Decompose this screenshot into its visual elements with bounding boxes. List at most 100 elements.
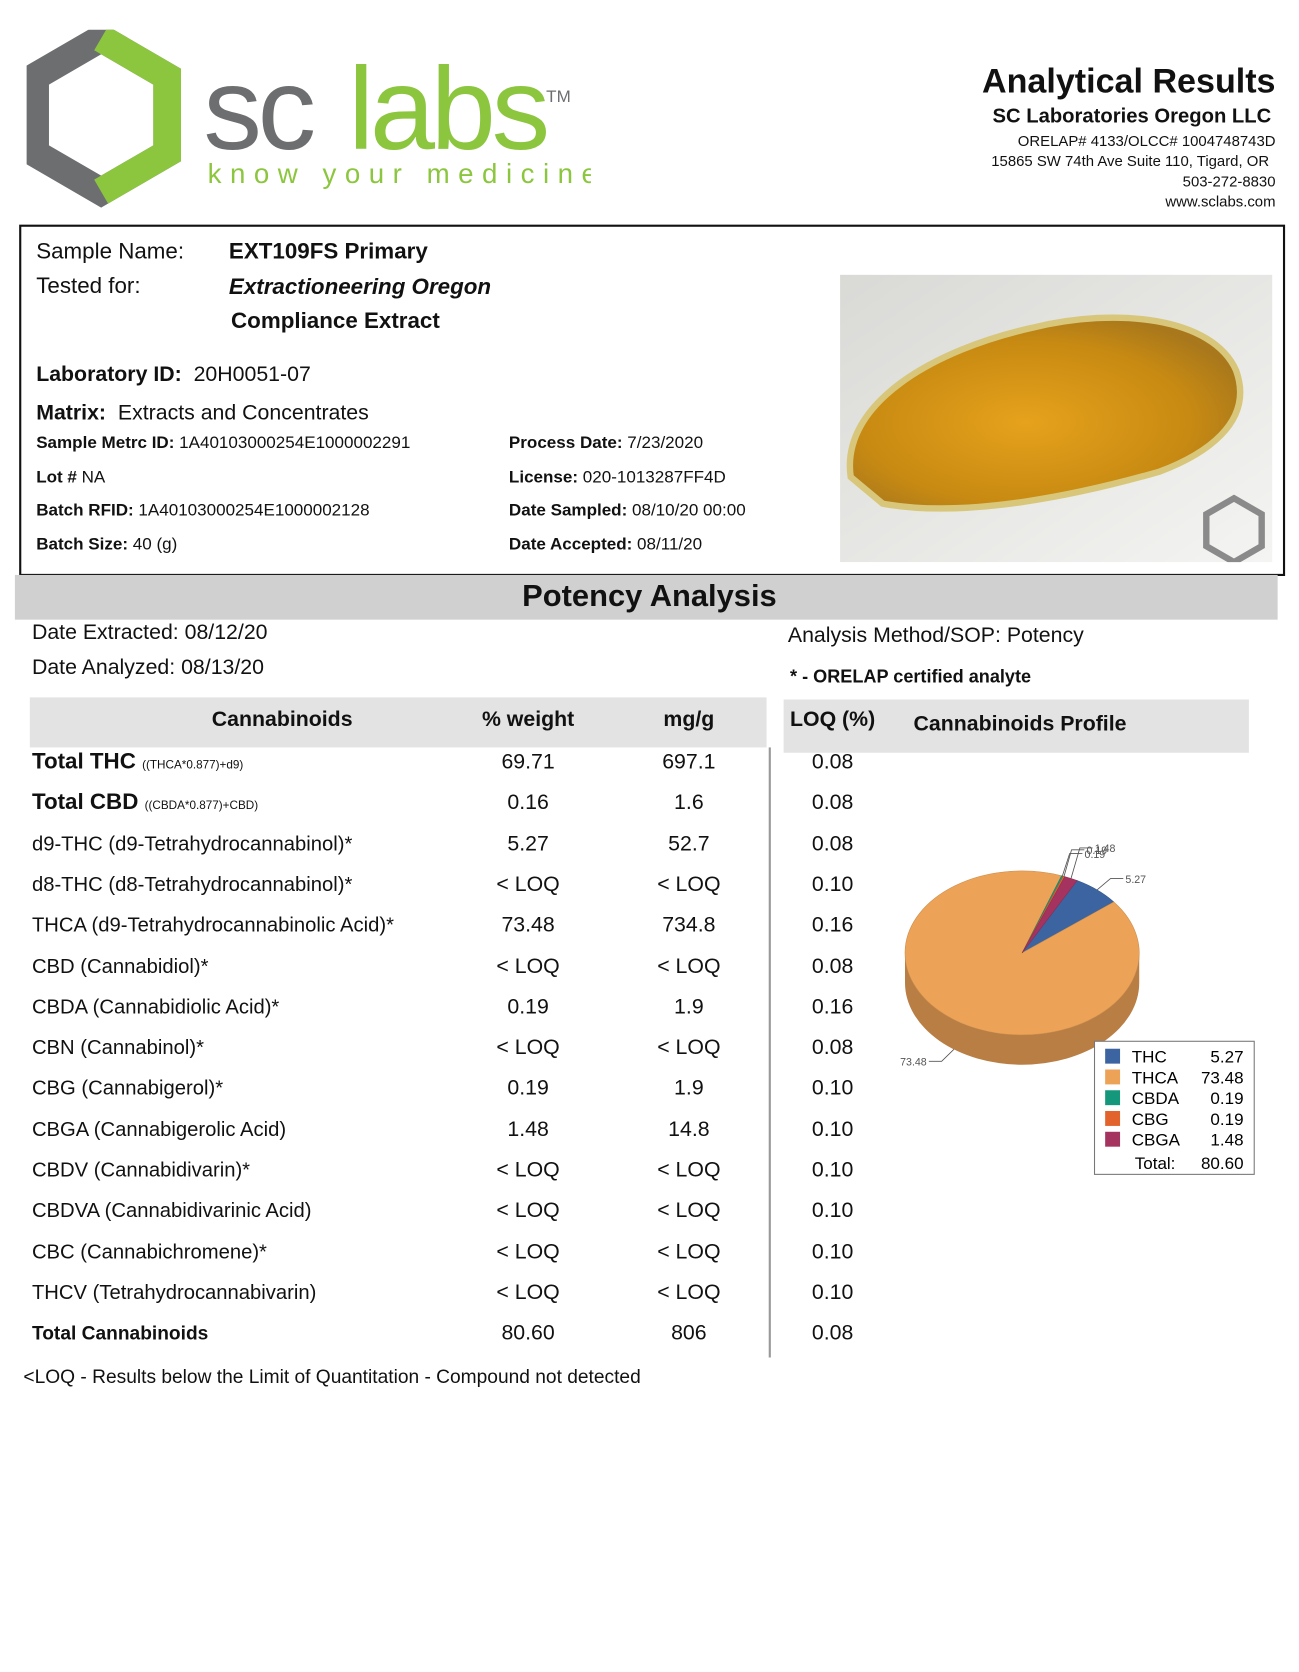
chart-header-band (783, 699, 1249, 753)
column-header: Cannabinoids (211, 708, 353, 732)
field-label: Sample Metrc ID: (36, 434, 175, 453)
analyte-formula: ((THCA*0.877)+d9) (142, 759, 244, 772)
cell-mg-g: 806 (671, 1321, 707, 1345)
cell-weight: 1.48 (507, 1117, 549, 1142)
cell-loq: 0.08 (811, 791, 854, 815)
tagline: know your medicine (208, 158, 591, 189)
cell-weight: 73.48 (501, 913, 555, 938)
analyte-name: Total Cannabinoids (31, 1322, 209, 1344)
legend-value: 5.27 (1210, 1048, 1243, 1067)
cell-weight: 0.16 (507, 791, 549, 815)
legend-swatch (1105, 1131, 1121, 1147)
cell-loq: 0.16 (811, 995, 854, 1019)
analyte-name: CBD (Cannabidiol)* (31, 955, 209, 978)
legend-total-label: Total: (1135, 1154, 1176, 1173)
field-value: NA (81, 467, 106, 487)
leader-line (928, 1049, 955, 1062)
analyte-name: THCA (d9-Tetrahydrocannabinolic Acid)* (31, 914, 395, 938)
analyte-name: CBG (Cannabigerol)* (31, 1077, 224, 1101)
cell-weight: < LOQ (496, 1239, 560, 1264)
legend-swatch (1105, 1090, 1121, 1106)
data-label: 73.48 (900, 1057, 927, 1069)
field-value: 08/10/20 00:00 (631, 501, 746, 520)
cell-weight: 69.71 (501, 750, 555, 775)
column-header: % weight (481, 708, 575, 732)
analyte-name: CBDVA (Cannabidivarinic Acid) (31, 1200, 312, 1223)
pie-slice (1021, 876, 1078, 954)
footnote: <LOQ - Results below the Limit of Quanti… (23, 1366, 641, 1388)
analyte: CBG (Cannabigerol)* (32, 1079, 223, 1099)
cell-mg-g: 697.1 (662, 750, 716, 775)
analyte-name: CBDV (Cannabidivarin)* (31, 1159, 251, 1182)
analyte-name: Total THC (31, 749, 136, 775)
analyte: THCV (Tetrahydrocannabivarin) (32, 1283, 316, 1303)
sample-box (19, 224, 1286, 577)
field-label: Batch RFID: (36, 501, 134, 520)
sample-field: License: 020-1013287FF4D (509, 468, 726, 486)
website: www.sclabs.com (1165, 192, 1276, 210)
address: 15865 SW 74th Ave Suite 110, Tigard, OR (991, 152, 1270, 170)
field-label: Date Accepted: (508, 535, 633, 554)
cell-loq: 0.16 (811, 913, 854, 938)
cell-mg-g: 14.8 (668, 1117, 710, 1142)
analyte-name: CBDA (Cannabidiolic Acid)* (31, 996, 280, 1019)
cell-loq: 0.08 (811, 954, 854, 978)
analyte: d9-THC (d9-Tetrahydrocannabinol)* (32, 834, 352, 854)
analyte-formula: ((CBDA*0.877)+CBD) (144, 799, 259, 813)
cell-loq: 0.08 (811, 832, 854, 856)
logo-hexagon-accent (94, 29, 181, 204)
column-header: mg/g (663, 708, 715, 732)
field-label: Batch Size: (36, 535, 129, 554)
data-label: 1.48 (1095, 843, 1116, 855)
analyte-name: CBN (Cannabinol)* (31, 1037, 204, 1060)
legend-swatch (1105, 1069, 1121, 1085)
lab-id-value: 20H0051-07 (193, 363, 311, 387)
analyte: CBN (Cannabinol)* (32, 1038, 204, 1058)
cell-mg-g: 1.9 (674, 1076, 704, 1101)
sample-field: Date Sampled: 08/10/20 00:00 (508, 501, 746, 520)
analyte: Total CBD ((CBDA*0.877)+CBD) (32, 791, 258, 813)
cell-mg-g: 52.7 (668, 832, 710, 856)
field-label: Lot # (36, 467, 77, 487)
cell-weight: < LOQ (496, 872, 560, 897)
analyte: CBDV (Cannabidivarin)* (32, 1161, 250, 1181)
method: Analysis Method/SOP: Potency (787, 623, 1084, 648)
potency-band (14, 574, 1278, 620)
cell-loq: 0.10 (811, 1076, 854, 1101)
legend-swatch (1105, 1111, 1121, 1126)
cell-mg-g: < LOQ (657, 1280, 721, 1305)
cell-mg-g: 1.9 (674, 995, 704, 1019)
sample-field: Sample Metrc ID: 1A40103000254E100000229… (36, 435, 410, 452)
analyte: CBDVA (Cannabidivarinic Acid) (32, 1201, 312, 1221)
cell-loq: 0.10 (811, 872, 854, 897)
legend-label: CBGA (1132, 1131, 1181, 1150)
legend-value: 1.48 (1210, 1131, 1243, 1150)
cell-mg-g: 1.6 (674, 791, 704, 815)
sample-name-label: Sample Name: (36, 239, 185, 265)
sample-field: Lot # NA (36, 467, 106, 487)
field-label: Date Sampled: (508, 501, 628, 520)
cell-weight: 0.19 (507, 995, 549, 1019)
analyte-name: CBC (Cannabichromene)* (31, 1241, 267, 1264)
cell-loq: 0.08 (811, 1036, 854, 1060)
analyte: CBD (Cannabidiol)* (32, 957, 209, 977)
cell-weight: < LOQ (496, 954, 560, 978)
lab-id: Laboratory ID: 20H0051-07 (36, 364, 311, 385)
field-value: 1A40103000254E1000002291 (179, 434, 411, 453)
field-value: 1A40103000254E1000002128 (138, 501, 370, 520)
analyte-name: d8-THC (d8-Tetrahydrocannabinol)* (31, 874, 353, 897)
accreditation: ORELAP# 4133/OLCC# 1004748743D (1017, 132, 1276, 150)
matrix: Matrix: Extracts and Concentrates (36, 402, 369, 423)
logo: sc labs TM know your medicine (26, 29, 591, 208)
cell-weight: < LOQ (496, 1158, 560, 1182)
cell-mg-g: < LOQ (657, 1036, 721, 1060)
product-photo (840, 274, 1273, 563)
table-header-band (29, 697, 767, 748)
tested-for-label: Tested for: (36, 273, 141, 299)
field-value: 40 (g) (132, 535, 178, 554)
cell-loq: 0.10 (811, 1117, 854, 1142)
cell-weight: 80.60 (501, 1321, 555, 1345)
data-label: 5.27 (1125, 874, 1146, 886)
